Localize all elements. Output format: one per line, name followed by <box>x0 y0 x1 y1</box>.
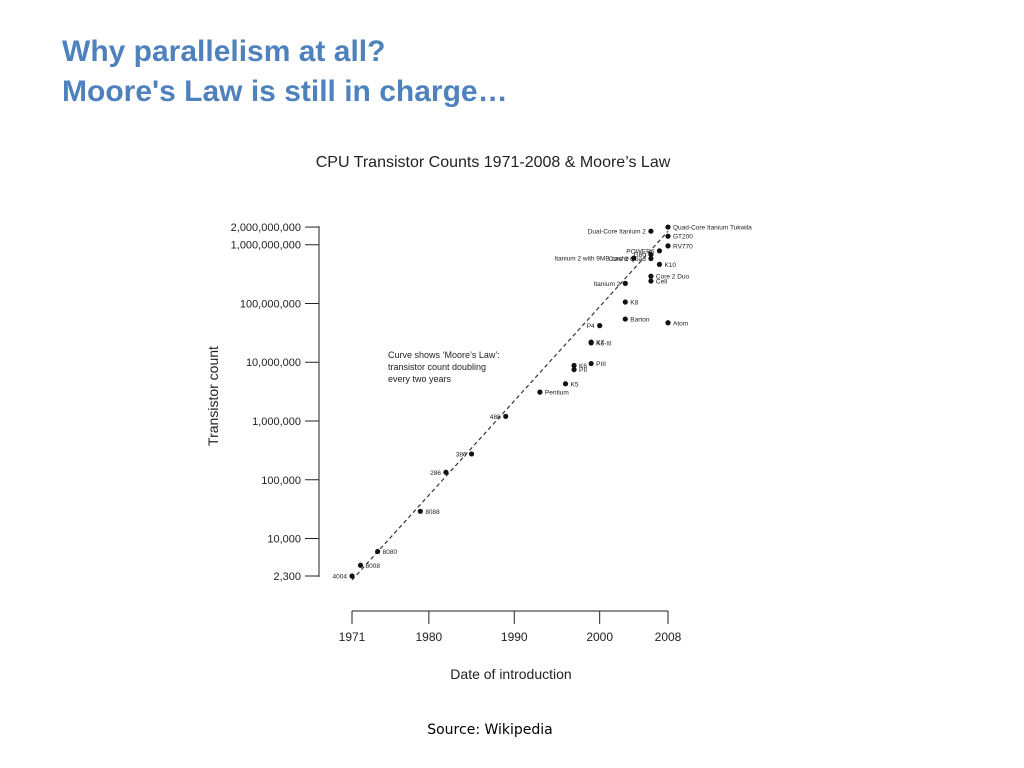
data-point-label: P4 <box>587 323 595 330</box>
data-point <box>349 573 355 579</box>
x-tick-label: 1980 <box>416 630 443 644</box>
data-point-label: Core 2 Duo <box>656 274 690 281</box>
annotation-line: every two years <box>388 374 452 384</box>
data-point <box>622 299 628 305</box>
source-caption: Source: Wikipedia <box>427 722 553 738</box>
data-point-label: K6 <box>579 363 587 370</box>
data-point-label: Barton <box>630 317 650 324</box>
x-axis-label: Date of introduction <box>450 666 571 682</box>
data-point-label: Quad-Core Itanium Tukwila <box>673 225 752 232</box>
y-tick-label: 10,000,000 <box>246 357 301 369</box>
data-point <box>665 243 671 249</box>
data-point <box>665 233 671 239</box>
data-point-label: PII <box>579 367 587 374</box>
data-point-label: 486 <box>490 414 501 421</box>
data-point-label: Cell <box>656 279 668 286</box>
data-point-label: PIII <box>596 361 606 368</box>
data-point <box>588 339 594 345</box>
data-point-label: POWER6 <box>626 248 655 255</box>
annotation-line: Curve shows ‘Moore’s Law’: <box>388 350 500 360</box>
data-point <box>648 255 654 262</box>
x-tick-label: 1990 <box>501 630 528 644</box>
y-tick-label: 100,000,000 <box>240 298 301 310</box>
data-point <box>622 280 628 286</box>
annotation-line: transistor count doubling <box>388 362 486 372</box>
data-point-label: 8088 <box>425 509 440 516</box>
data-point <box>571 362 577 369</box>
data-point-label: 386 <box>456 451 467 458</box>
data-point-label: Core 2 Quad <box>609 256 647 263</box>
data-point <box>648 278 654 284</box>
data-point-label: Atom <box>673 320 688 327</box>
data-point-label: K10 <box>664 262 676 269</box>
moores-law-trend-line <box>351 230 669 581</box>
data-point <box>375 548 381 555</box>
x-tick-label: 1971 <box>339 630 366 644</box>
data-point <box>648 273 654 279</box>
x-tick-label: 2000 <box>586 630 613 644</box>
data-point <box>562 381 569 387</box>
slide-title-line-2: Moore's Law is still in charge… <box>62 75 508 108</box>
chart-title: CPU Transistor Counts 1971-2008 & Moore’… <box>316 154 671 171</box>
data-point-label: 8080 <box>383 549 398 556</box>
data-point-label: 8008 <box>366 563 381 570</box>
data-point-label: 286 <box>430 470 441 477</box>
data-point <box>648 228 654 234</box>
data-point-label: Itanium 2 with 9MB cache <box>554 256 629 263</box>
data-point-label: K7 <box>596 340 604 347</box>
y-tick-label: 10,000 <box>267 534 301 546</box>
data-point <box>656 248 663 254</box>
data-point-label: K6-III <box>596 340 612 347</box>
data-point <box>597 323 603 329</box>
data-point-label: RV770 <box>673 243 693 250</box>
data-point-label: Itanium 2 <box>594 281 621 288</box>
data-point <box>417 508 423 514</box>
data-point <box>357 562 364 568</box>
y-tick-label: 100,000 <box>261 475 301 487</box>
data-point <box>665 224 671 230</box>
data-point <box>468 451 475 457</box>
data-point-label: K8 <box>630 300 638 307</box>
data-point <box>665 320 671 326</box>
data-point <box>622 316 628 322</box>
x-tick-label: 2008 <box>655 630 682 644</box>
data-point <box>656 261 663 267</box>
data-point-label: K5 <box>571 381 579 388</box>
data-point <box>503 413 509 419</box>
data-point <box>648 251 654 258</box>
data-point-label: Pentium <box>545 390 569 397</box>
data-point <box>571 366 577 373</box>
data-point-label: GT200 <box>673 234 693 241</box>
data-point <box>537 389 543 395</box>
data-point-label: G80 <box>634 252 647 259</box>
y-tick-label: 2,000,000,000 <box>231 222 301 234</box>
y-tick-label: 1,000,000 <box>252 416 301 428</box>
moores-law-annotation: Curve shows ‘Moore’s Law’: transistor cou… <box>388 350 500 384</box>
data-point <box>631 255 637 261</box>
data-point-label: 4004 <box>333 574 348 581</box>
y-axis-label: Transistor count <box>205 346 221 446</box>
data-point <box>588 360 594 367</box>
y-tick-label: 1,000,000,000 <box>231 240 301 252</box>
data-point-label: Dual-Core Itanium 2 <box>588 229 647 236</box>
data-point <box>443 469 449 475</box>
chart-axes: 2,300 10,000 100,000 1,000,000 10,000,000 100… <box>231 222 682 644</box>
slide-title-line-1: Why parallelism at all? <box>62 35 386 68</box>
y-tick-label: 2,300 <box>273 571 301 583</box>
slide-title: Why parallelism at all? Moore's Law is s… <box>62 32 508 112</box>
